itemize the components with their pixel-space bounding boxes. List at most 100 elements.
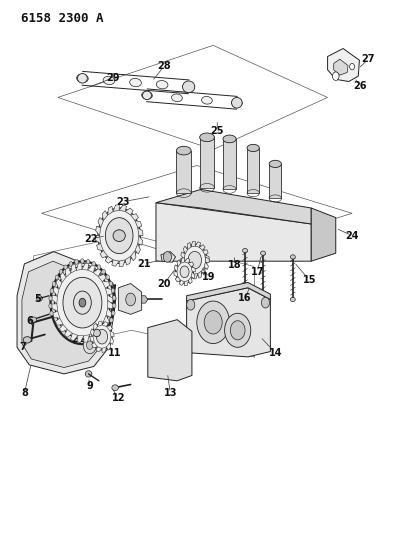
Text: 3: 3 bbox=[88, 266, 94, 276]
Polygon shape bbox=[56, 279, 62, 289]
Ellipse shape bbox=[23, 337, 31, 343]
Polygon shape bbox=[52, 295, 57, 304]
Polygon shape bbox=[91, 343, 97, 348]
Polygon shape bbox=[174, 265, 178, 272]
Circle shape bbox=[97, 265, 101, 270]
Ellipse shape bbox=[231, 98, 242, 108]
Polygon shape bbox=[195, 242, 200, 247]
Polygon shape bbox=[184, 259, 189, 263]
Polygon shape bbox=[76, 263, 82, 270]
Polygon shape bbox=[173, 272, 178, 277]
Circle shape bbox=[261, 297, 269, 308]
Text: 16: 16 bbox=[238, 293, 251, 303]
Polygon shape bbox=[188, 262, 193, 267]
Polygon shape bbox=[95, 226, 100, 236]
Ellipse shape bbox=[30, 317, 36, 322]
Text: 1: 1 bbox=[135, 301, 142, 311]
Polygon shape bbox=[88, 265, 95, 272]
Polygon shape bbox=[125, 208, 133, 215]
Polygon shape bbox=[119, 260, 125, 266]
Polygon shape bbox=[105, 288, 112, 295]
Polygon shape bbox=[105, 256, 113, 263]
Polygon shape bbox=[103, 315, 109, 326]
Ellipse shape bbox=[182, 81, 194, 93]
Polygon shape bbox=[199, 245, 204, 251]
Polygon shape bbox=[135, 221, 142, 228]
Ellipse shape bbox=[201, 96, 212, 104]
Circle shape bbox=[180, 266, 189, 278]
Circle shape bbox=[86, 341, 93, 350]
Polygon shape bbox=[186, 288, 270, 357]
Circle shape bbox=[111, 311, 115, 316]
Text: 9: 9 bbox=[86, 381, 93, 391]
Circle shape bbox=[109, 281, 112, 286]
Polygon shape bbox=[108, 300, 112, 309]
Circle shape bbox=[112, 303, 116, 308]
Polygon shape bbox=[268, 164, 281, 198]
Text: 10: 10 bbox=[80, 332, 93, 342]
Circle shape bbox=[74, 260, 78, 264]
Polygon shape bbox=[102, 347, 106, 352]
Polygon shape bbox=[138, 296, 147, 303]
Text: 22: 22 bbox=[83, 234, 97, 244]
Text: 28: 28 bbox=[157, 61, 171, 71]
Circle shape bbox=[126, 293, 135, 306]
Polygon shape bbox=[108, 206, 113, 215]
Polygon shape bbox=[102, 281, 110, 288]
Polygon shape bbox=[113, 205, 119, 212]
Polygon shape bbox=[53, 311, 60, 318]
Polygon shape bbox=[188, 272, 193, 278]
Polygon shape bbox=[102, 321, 108, 327]
Polygon shape bbox=[97, 244, 103, 251]
Polygon shape bbox=[222, 139, 236, 189]
Ellipse shape bbox=[103, 76, 115, 85]
Polygon shape bbox=[89, 332, 94, 341]
Polygon shape bbox=[102, 211, 108, 221]
Circle shape bbox=[86, 260, 90, 264]
Circle shape bbox=[64, 265, 67, 270]
Polygon shape bbox=[205, 257, 209, 263]
Polygon shape bbox=[135, 244, 140, 254]
Ellipse shape bbox=[260, 297, 265, 302]
Ellipse shape bbox=[247, 144, 259, 151]
Polygon shape bbox=[52, 304, 58, 311]
Polygon shape bbox=[155, 203, 310, 261]
Text: 18: 18 bbox=[227, 261, 240, 270]
Ellipse shape bbox=[93, 329, 100, 337]
Circle shape bbox=[109, 318, 113, 322]
Polygon shape bbox=[199, 138, 214, 188]
Circle shape bbox=[54, 266, 110, 339]
Polygon shape bbox=[137, 228, 143, 236]
Polygon shape bbox=[119, 205, 126, 212]
Polygon shape bbox=[187, 243, 191, 249]
Polygon shape bbox=[60, 272, 66, 282]
Circle shape bbox=[182, 244, 207, 276]
Polygon shape bbox=[130, 214, 138, 221]
Polygon shape bbox=[180, 258, 184, 263]
Ellipse shape bbox=[182, 83, 194, 91]
Polygon shape bbox=[94, 327, 100, 337]
Text: 23: 23 bbox=[116, 197, 130, 207]
Polygon shape bbox=[147, 320, 191, 381]
Text: 17: 17 bbox=[250, 267, 263, 277]
Polygon shape bbox=[22, 261, 108, 368]
Polygon shape bbox=[112, 260, 119, 266]
Polygon shape bbox=[17, 252, 116, 374]
Polygon shape bbox=[186, 282, 270, 301]
Ellipse shape bbox=[199, 133, 214, 142]
Circle shape bbox=[163, 252, 171, 262]
Polygon shape bbox=[118, 284, 142, 314]
Ellipse shape bbox=[242, 296, 247, 301]
Circle shape bbox=[115, 230, 123, 241]
Polygon shape bbox=[98, 217, 103, 228]
Text: 26: 26 bbox=[353, 81, 366, 91]
Polygon shape bbox=[99, 322, 105, 332]
Text: 8: 8 bbox=[21, 388, 28, 398]
Polygon shape bbox=[70, 333, 78, 341]
Polygon shape bbox=[204, 255, 209, 260]
Polygon shape bbox=[98, 274, 106, 282]
Polygon shape bbox=[90, 329, 94, 337]
Polygon shape bbox=[65, 267, 71, 277]
Ellipse shape bbox=[141, 92, 152, 99]
Circle shape bbox=[186, 300, 194, 310]
